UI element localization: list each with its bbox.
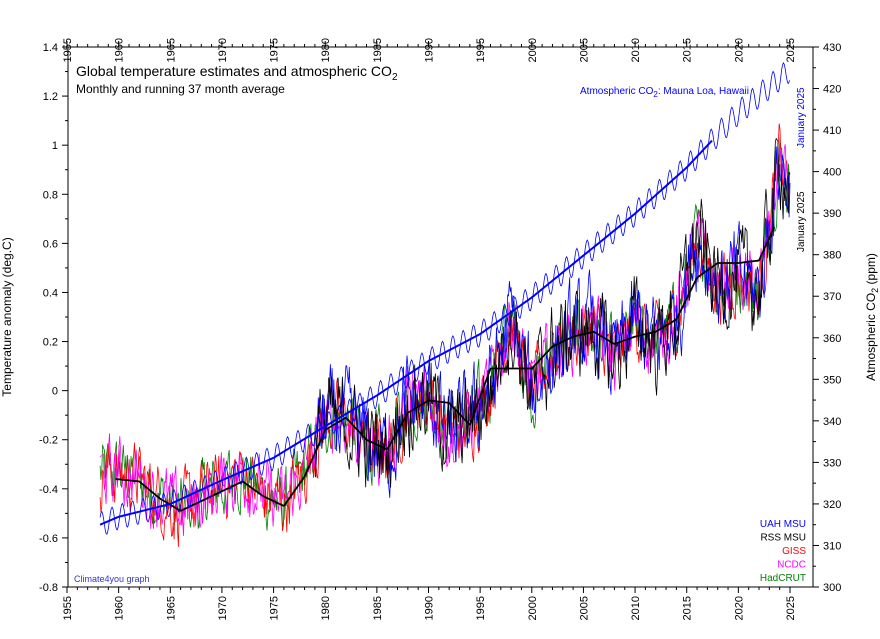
x-tick-label-top: 1980: [320, 38, 332, 62]
x-tick-label-top: 2010: [630, 38, 642, 62]
credit-label: Climate4you graph: [74, 574, 150, 584]
y-tick-label-left: 1: [52, 140, 58, 152]
x-tick-label-top: 2025: [785, 38, 797, 62]
y-tick-label-right: 410: [823, 125, 841, 137]
x-tick-label-bottom: 1985: [372, 596, 384, 620]
y-tick-label-right: 370: [823, 291, 841, 303]
y-tick-label-right: 380: [823, 250, 841, 262]
y-tick-label-right: 340: [823, 416, 841, 428]
y-axis-title-right-subscript: 2: [870, 288, 880, 293]
x-tick-label-bottom: 1980: [320, 596, 332, 620]
x-tick-label-bottom: 2000: [527, 596, 539, 620]
y-axis-title-right: Atmospheric CO2 (ppm): [864, 253, 880, 381]
y-tick-label-left: 0.6: [43, 238, 58, 250]
end-label-temp: January 2025: [796, 191, 807, 252]
legend: UAH MSU RSS MSU GISS NCDC HadCRUT: [760, 519, 806, 584]
legend-item-uah-msu: UAH MSU: [760, 519, 806, 530]
y-tick-label-left: 1.4: [43, 42, 58, 54]
y-axis-title-left: Temperature anomaly (deg.C): [0, 237, 14, 396]
x-tick-label-top: 1965: [165, 38, 177, 62]
chart-title-subscript: 2: [392, 72, 398, 83]
y-tick-label-right: 300: [823, 582, 841, 594]
x-tick-label-top: 1970: [217, 38, 229, 62]
y-tick-label-right: 390: [823, 208, 841, 220]
x-tick-label-bottom: 1955: [62, 596, 74, 620]
y-tick-label-left: 0: [52, 386, 58, 398]
co2-monthly-line: [99, 62, 790, 535]
y-tick-label-left: -0.8: [39, 582, 58, 594]
y-tick-label-right: 400: [823, 167, 841, 179]
y-tick-label-left: -0.6: [39, 533, 58, 545]
y-tick-label-right: 330: [823, 457, 841, 469]
legend-item-ncdc: NCDC: [777, 560, 806, 571]
x-tick-label-bottom: 2025: [785, 596, 797, 620]
x-tick-label-bottom: 1960: [114, 596, 126, 620]
running-average-line: [115, 226, 775, 512]
x-tick-label-bottom: 1975: [269, 596, 281, 620]
y-tick-label-right: 350: [823, 374, 841, 386]
chart-subtitle: Monthly and running 37 month average: [76, 82, 285, 96]
x-tick-label-top: 2000: [527, 38, 539, 62]
x-tick-label-top: 2015: [682, 38, 694, 62]
x-tick-label-bottom: 1995: [475, 596, 487, 620]
x-tick-label-top: 1960: [114, 38, 126, 62]
y-tick-label-left: 0.8: [43, 189, 58, 201]
co2-series-label: Atmospheric CO2: Mauna Loa, Hawaii: [580, 86, 749, 99]
y-tick-label-left: -0.2: [39, 435, 58, 447]
end-label-co2: January 2025: [796, 87, 807, 148]
x-tick-label-top: 2020: [733, 38, 745, 62]
y-tick-label-right: 320: [823, 499, 841, 511]
x-tick-label-bottom: 1965: [165, 596, 177, 620]
y-tick-label-right: 420: [823, 84, 841, 96]
y-tick-label-right: 360: [823, 333, 841, 345]
data-series: [99, 62, 791, 547]
y-tick-label-left: 0.4: [43, 287, 58, 299]
x-tick-label-bottom: 2015: [682, 596, 694, 620]
axes: 1955 1955 1960 1960 1965 1965 1970 1970 1975 1975…: [39, 38, 841, 620]
y-tick-label-right: 310: [823, 540, 841, 552]
x-tick-label-top: 2005: [578, 38, 590, 62]
x-tick-label-bottom: 1990: [424, 596, 436, 620]
x-tick-label-bottom: 2005: [578, 596, 590, 620]
y-tick-label-left: 1.2: [43, 91, 58, 103]
co2-series-label-subscript: 2: [653, 90, 658, 99]
series-line-rss-msu: [314, 137, 791, 488]
x-tick-label-bottom: 2010: [630, 596, 642, 620]
legend-item-rss-msu: RSS MSU: [760, 533, 806, 544]
y-tick-label-right: 430: [823, 42, 841, 54]
x-tick-label-bottom: 2020: [733, 596, 745, 620]
x-tick-label-top: 1985: [372, 38, 384, 62]
co2-trend-line: [99, 139, 713, 526]
x-tick-label-bottom: 1970: [217, 596, 229, 620]
x-tick-label-top: 1955: [62, 38, 74, 62]
series-line-uah-msu: [314, 146, 791, 498]
legend-item-giss: GISS: [782, 546, 806, 557]
x-tick-label-top: 1990: [424, 38, 436, 62]
x-tick-label-top: 1995: [475, 38, 487, 62]
legend-item-hadcrut: HadCRUT: [760, 573, 806, 584]
y-tick-label-left: -0.4: [39, 484, 58, 496]
y-tick-label-left: 0.2: [43, 337, 58, 349]
chart-title: Global temperature estimates and atmosph…: [76, 63, 398, 83]
x-tick-label-top: 1975: [269, 38, 281, 62]
